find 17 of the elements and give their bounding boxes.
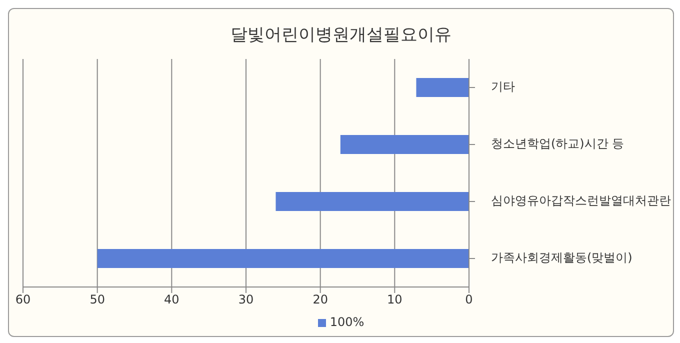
y-tick-label: 기타 — [491, 80, 515, 94]
x-tick-label: 60 — [15, 292, 31, 307]
bar — [416, 78, 469, 97]
y-tick-label: 심야영유아갑작스런발열대처관란 — [491, 194, 671, 208]
x-tick-label: 10 — [387, 292, 402, 307]
x-tick-label: 50 — [90, 292, 105, 307]
bar — [97, 249, 469, 268]
x-tick-label: 20 — [312, 292, 328, 307]
y-tick-label: 가족사회경제활동(맞벌이) — [491, 250, 632, 265]
y-tick-label: 청소년학업(하교)시간 등 — [491, 136, 624, 151]
x-tick-label: 40 — [164, 292, 180, 307]
bar — [276, 192, 469, 211]
legend-label: 100% — [330, 315, 364, 329]
x-tick-label: 30 — [238, 292, 254, 307]
bar — [340, 135, 469, 154]
chart-title: 달빛어린이병원개설필요이유 — [230, 24, 452, 47]
x-tick-label: 0 — [465, 292, 473, 307]
